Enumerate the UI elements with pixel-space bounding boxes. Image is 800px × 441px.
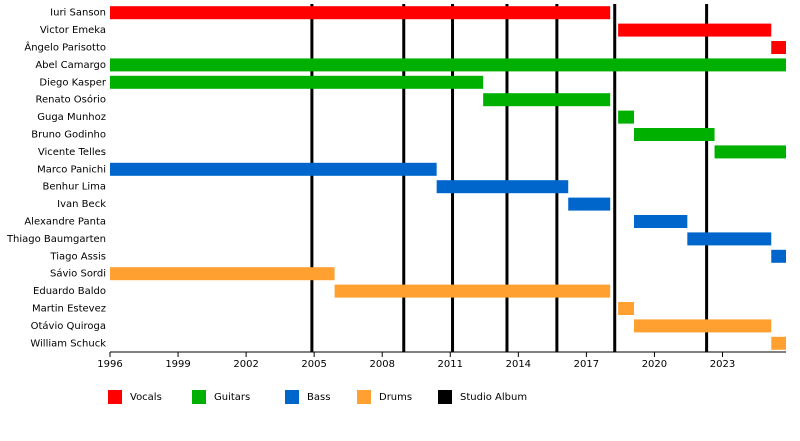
member-label: Victor Emeka (40, 25, 106, 36)
bar (618, 23, 772, 37)
x-tick-label: 2002 (233, 359, 258, 370)
legend-swatch (192, 390, 206, 404)
member-label: Martin Estevez (32, 304, 106, 315)
x-tick-label: 2017 (574, 359, 599, 370)
bar (483, 93, 611, 107)
member-label: Marco Panichi (37, 164, 106, 175)
bar (634, 128, 715, 141)
legend-swatch (438, 390, 452, 404)
bar (110, 162, 437, 176)
legend-label: Guitars (214, 392, 250, 403)
bar (687, 232, 772, 246)
member-label: Eduardo Baldo (33, 286, 106, 297)
legend-label: Drums (379, 392, 412, 403)
member-label: Ivan Beck (57, 199, 106, 210)
bar (110, 58, 786, 72)
bar (618, 302, 635, 315)
bar (334, 284, 611, 298)
bar (714, 145, 786, 159)
member-label: Abel Camargo (35, 60, 106, 71)
legend-swatch (357, 390, 371, 404)
bar (110, 75, 484, 89)
bar (771, 336, 786, 350)
bar (568, 197, 611, 211)
member-label: Tiago Assis (49, 251, 106, 262)
x-tick-label: 2005 (301, 359, 326, 370)
bar (634, 319, 772, 333)
member-label: Alexandre Panta (24, 217, 106, 228)
member-label: William Schuck (30, 338, 106, 349)
legend-swatch (108, 390, 122, 404)
x-tick-label: 2014 (506, 359, 531, 370)
legend-label: Studio Album (460, 392, 527, 403)
member-label: Iuri Sanson (50, 8, 106, 19)
legend-label: Vocals (130, 392, 162, 403)
bar (634, 215, 688, 228)
x-tick-label: 1999 (165, 359, 190, 370)
member-label: Vicente Telles (38, 147, 106, 158)
member-label: Renato Osório (35, 94, 106, 106)
member-label: Sávio Sordi (50, 268, 106, 280)
x-tick-label: 2011 (438, 359, 463, 370)
x-tick-label: 2020 (642, 359, 667, 370)
x-tick-label: 2008 (369, 359, 394, 370)
bar (618, 110, 635, 124)
member-label: Bruno Godinho (31, 130, 106, 141)
member-label: Otávio Quiroga (31, 320, 106, 332)
legend-label: Bass (307, 392, 330, 403)
bar (771, 249, 786, 263)
bar (771, 41, 786, 54)
x-tick-label: 1996 (97, 359, 122, 370)
member-label: Thiago Baumgarten (6, 234, 106, 245)
member-label: Ângelo Parisotto (24, 41, 106, 54)
bar (436, 180, 569, 194)
x-tick-label: 2023 (710, 359, 735, 370)
bar (110, 6, 611, 20)
bar (110, 267, 335, 281)
member-label: Diego Kasper (39, 77, 106, 88)
member-label: Guga Munhoz (37, 112, 106, 123)
legend-swatch (285, 390, 299, 404)
member-label: Benhur Lima (42, 182, 106, 193)
